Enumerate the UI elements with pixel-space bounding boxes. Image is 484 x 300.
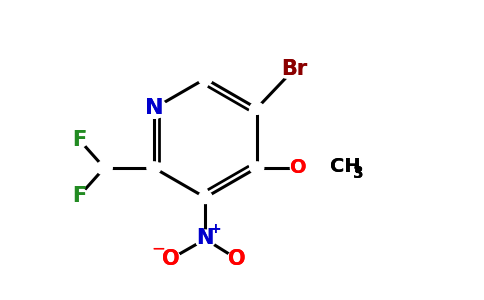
Ellipse shape <box>161 251 181 267</box>
Text: O: O <box>290 158 307 177</box>
Ellipse shape <box>227 251 247 267</box>
Ellipse shape <box>250 102 264 114</box>
Text: F: F <box>73 130 87 150</box>
Text: 3: 3 <box>353 166 364 181</box>
Ellipse shape <box>290 160 306 176</box>
Ellipse shape <box>147 162 161 174</box>
Ellipse shape <box>72 189 88 202</box>
Ellipse shape <box>96 161 112 175</box>
Ellipse shape <box>272 59 316 79</box>
Ellipse shape <box>161 251 181 267</box>
Text: F: F <box>73 186 87 206</box>
Ellipse shape <box>72 133 88 147</box>
Ellipse shape <box>196 230 215 248</box>
Text: +: + <box>210 222 221 236</box>
Text: CH: CH <box>330 157 361 176</box>
Text: CH: CH <box>330 157 361 176</box>
Text: N: N <box>145 98 163 118</box>
Text: N: N <box>196 228 213 248</box>
Ellipse shape <box>227 251 247 267</box>
Ellipse shape <box>250 162 264 174</box>
Text: Br: Br <box>281 59 308 79</box>
Ellipse shape <box>72 133 88 147</box>
Text: −: − <box>151 240 165 258</box>
Text: F: F <box>73 186 87 206</box>
Text: −: − <box>151 240 165 258</box>
Text: O: O <box>162 249 180 269</box>
Ellipse shape <box>72 189 88 202</box>
Text: N: N <box>145 98 163 118</box>
Text: 3: 3 <box>353 166 364 181</box>
Ellipse shape <box>141 98 167 118</box>
Text: O: O <box>162 249 180 269</box>
Ellipse shape <box>97 162 111 174</box>
Text: O: O <box>228 249 246 269</box>
Text: O: O <box>228 249 246 269</box>
Ellipse shape <box>198 192 212 203</box>
Ellipse shape <box>141 98 167 118</box>
Text: +: + <box>210 222 221 236</box>
Ellipse shape <box>272 59 316 79</box>
Ellipse shape <box>196 230 215 248</box>
Text: F: F <box>73 130 87 150</box>
Ellipse shape <box>198 73 212 85</box>
Text: Br: Br <box>281 59 308 79</box>
Ellipse shape <box>290 160 306 176</box>
Text: O: O <box>290 158 307 177</box>
Text: N: N <box>196 228 213 248</box>
